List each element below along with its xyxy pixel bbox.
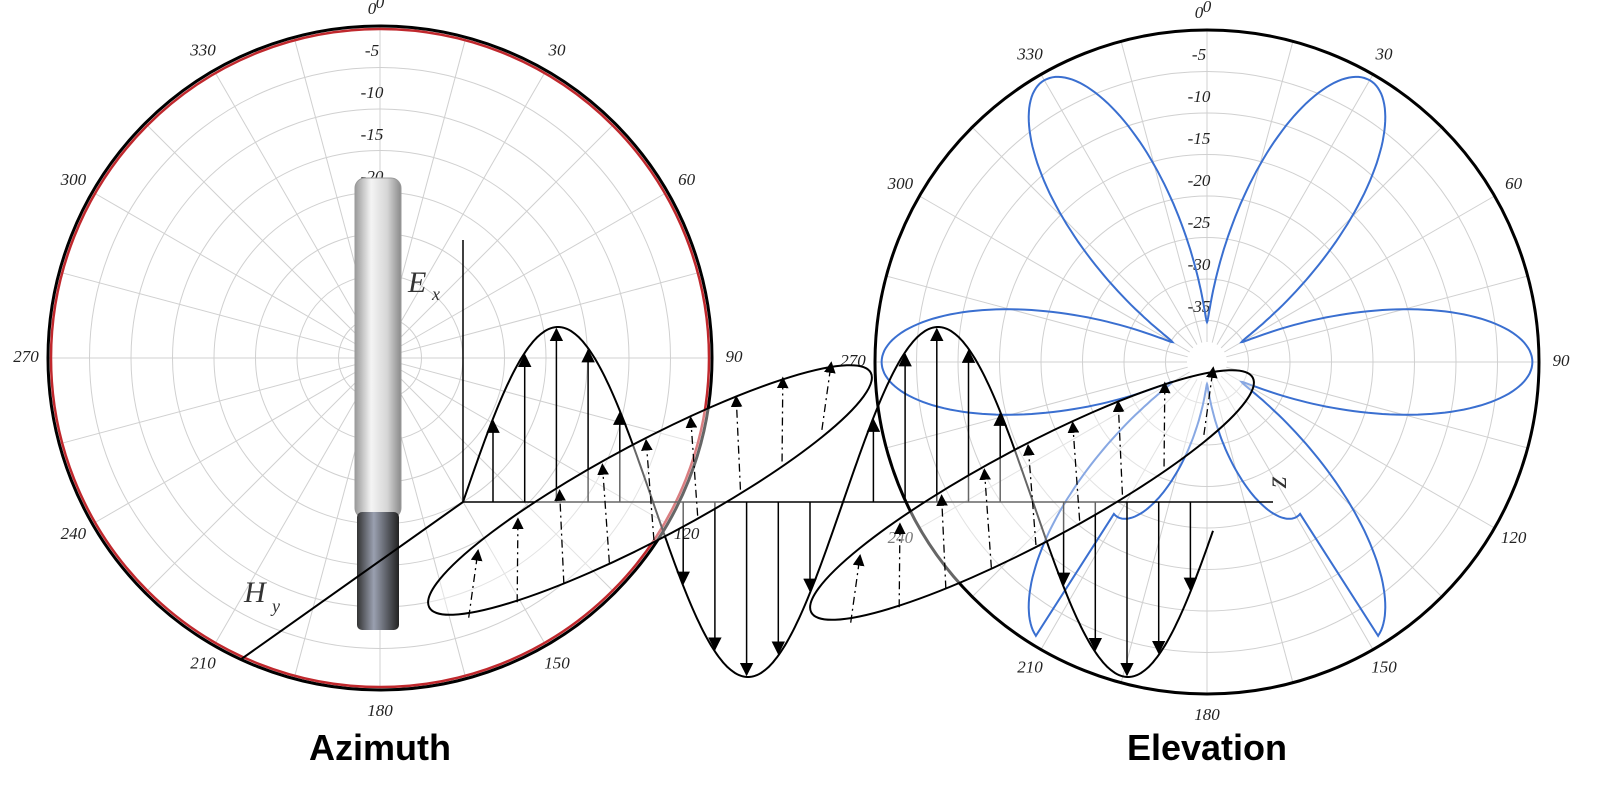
- diagram: 03060901201501802102402703003300-5-10-15…: [0, 0, 1613, 786]
- angle-label: 90: [1553, 351, 1571, 370]
- radius-label: -10: [361, 83, 384, 102]
- angle-label: 240: [61, 524, 87, 543]
- page: 03060901201501802102402703003300-5-10-15…: [0, 0, 1613, 786]
- angle-label: 210: [190, 653, 216, 672]
- radius-label: -5: [1192, 45, 1206, 64]
- angle-label: 330: [189, 40, 216, 59]
- radius-label: -15: [1188, 129, 1211, 148]
- angle-label: 180: [367, 701, 393, 720]
- angle-label: 300: [60, 170, 87, 189]
- radius-label: -15: [361, 125, 384, 144]
- e-label: E: [407, 266, 426, 299]
- angle-label: 60: [678, 170, 696, 189]
- angle-label: 0: [1203, 0, 1212, 16]
- angle-label: 300: [887, 174, 914, 193]
- grid-spoke: [59, 272, 360, 353]
- radius-label: -35: [1188, 297, 1211, 316]
- h-sub: y: [270, 596, 280, 616]
- angle-label: 90: [726, 347, 744, 366]
- e-sub: x: [431, 284, 440, 304]
- angle-label: 120: [1501, 528, 1527, 547]
- angle-label: 210: [1017, 657, 1043, 676]
- radius-label: -25: [1188, 213, 1211, 232]
- radius-label: -10: [1188, 87, 1211, 106]
- grid-spoke: [1212, 41, 1293, 342]
- angle-label: 60: [1505, 174, 1523, 193]
- grid-spoke: [1212, 381, 1293, 682]
- radius-label: -30: [1188, 255, 1211, 274]
- h-label: H: [243, 576, 268, 609]
- angle-label: 330: [1016, 44, 1043, 63]
- angle-label: 30: [548, 40, 567, 59]
- elevation-title: Elevation: [1127, 727, 1287, 768]
- axis-label: z: [1260, 476, 1293, 489]
- angle-label: 150: [1371, 657, 1397, 676]
- angle-label: 150: [544, 653, 570, 672]
- angle-label: 180: [1194, 705, 1220, 724]
- radius-label: 0: [1195, 3, 1204, 22]
- polar-plots: 03060901201501802102402703003300-5-10-15…: [13, 0, 1570, 724]
- grid-spoke: [399, 363, 700, 444]
- angle-label: 0: [376, 0, 385, 12]
- angle-label: 270: [13, 347, 39, 366]
- angle-label: 30: [1375, 44, 1394, 63]
- radius-label: 0: [368, 0, 377, 18]
- radius-label: -5: [365, 41, 379, 60]
- radius-label: -20: [1188, 171, 1211, 190]
- grid-spoke: [399, 272, 700, 353]
- h-axis: [240, 502, 463, 660]
- azimuth-title: Azimuth: [309, 727, 451, 768]
- grid-spoke: [59, 363, 360, 444]
